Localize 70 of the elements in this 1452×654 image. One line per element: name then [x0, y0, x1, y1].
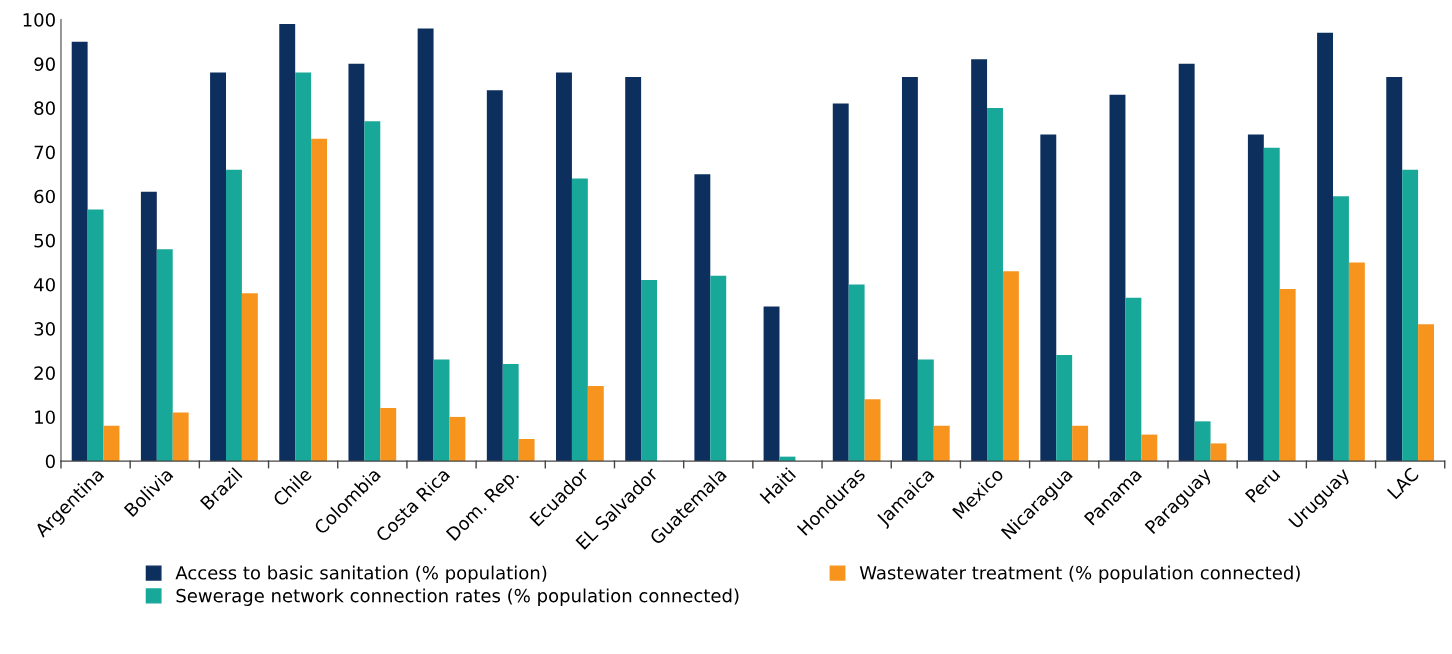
bar: [502, 363, 519, 462]
bar: [241, 293, 258, 462]
bar: [1263, 147, 1280, 462]
bar: [571, 178, 588, 462]
bar: [210, 72, 226, 462]
bar: [1194, 421, 1211, 462]
bar: [226, 169, 242, 462]
bar: [1109, 94, 1126, 462]
bar: [1402, 169, 1419, 462]
bar: [311, 138, 328, 462]
y-tick-label: 40: [34, 277, 55, 292]
bar: [1178, 63, 1195, 462]
bar: [279, 24, 296, 462]
y-tick-label: 50: [34, 233, 55, 248]
bar: [449, 416, 466, 462]
bar: [694, 174, 711, 462]
bar: [987, 107, 1003, 462]
bar: [832, 103, 849, 462]
bar: [486, 90, 503, 462]
bar: [1418, 324, 1435, 462]
bar: [641, 280, 658, 462]
bar: [971, 59, 988, 462]
bar: [864, 399, 881, 462]
bar: [295, 72, 312, 462]
bar: [1247, 134, 1264, 462]
bar: [71, 41, 88, 462]
bar: [933, 425, 950, 462]
bar: [433, 359, 450, 462]
bar: [172, 412, 189, 462]
y-tick-label: 10: [35, 410, 55, 425]
bar: [140, 191, 157, 462]
bar: [364, 121, 381, 462]
bar: [1072, 425, 1089, 462]
bar: [1210, 443, 1227, 462]
y-tick-label: 30: [34, 322, 55, 336]
bar: [901, 77, 918, 462]
legend-label: Sewerage network connection rates (% population connected): [176, 588, 739, 606]
bar: [625, 77, 642, 462]
bar: [1279, 288, 1296, 462]
bar: [1333, 196, 1349, 462]
y-tick-label: 80: [34, 101, 55, 116]
bar: [1040, 134, 1057, 462]
bar: [1386, 77, 1403, 462]
bar: [587, 386, 604, 462]
legend-label: Wastewater treatment (% population connected): [859, 565, 1300, 584]
bar: [1002, 271, 1019, 462]
y-tick-label: 100: [23, 13, 55, 27]
bar: [710, 275, 727, 462]
bar: [917, 359, 934, 462]
legend-label: Access to basic sanitation (% population): [175, 565, 547, 584]
bar: [103, 425, 120, 462]
bar: [156, 249, 173, 462]
bar: [1056, 355, 1073, 462]
bar: [556, 72, 572, 462]
bar: [848, 284, 865, 462]
bar: [380, 408, 397, 462]
y-tick-label: 90: [34, 57, 55, 71]
y-tick-label: 0: [45, 454, 55, 469]
bar: [1125, 297, 1142, 462]
y-tick-label: 20: [34, 366, 55, 380]
y-tick-label: 60: [34, 189, 55, 204]
bar: [1317, 32, 1333, 462]
bar: [348, 63, 365, 462]
bar: [1141, 434, 1158, 462]
y-tick-label: 70: [34, 145, 55, 160]
bar: [518, 439, 535, 462]
bar: [87, 209, 104, 462]
bar: [1348, 262, 1365, 462]
bar: [763, 306, 780, 462]
bar: [417, 28, 434, 462]
